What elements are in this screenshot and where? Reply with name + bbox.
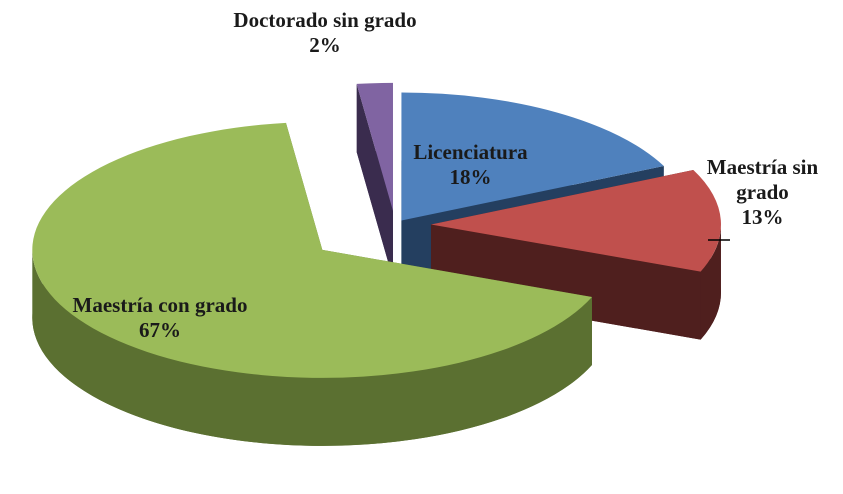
category-label: Maestría sin grado — [706, 155, 819, 204]
value-label: 13% — [741, 205, 784, 229]
slice-outer-wall — [700, 224, 721, 340]
slice-radial-wall — [356, 83, 393, 279]
slice-top — [356, 82, 393, 211]
category-label: Maestría con grado — [72, 293, 248, 317]
data-label: Doctorado sin grado 2% — [225, 8, 425, 58]
slice — [356, 82, 393, 279]
slice-outer-wall — [32, 249, 592, 446]
data-label: Maestría sin grado 13% — [680, 155, 843, 230]
slice-top — [430, 170, 721, 272]
data-label: Licenciatura 18% — [383, 140, 558, 190]
slice-radial-wall — [430, 224, 701, 340]
slice — [32, 122, 592, 446]
data-label: Maestría con grado 67% — [55, 293, 265, 343]
slice — [430, 170, 721, 340]
slice-top — [401, 92, 664, 221]
slice-top — [32, 122, 592, 378]
value-label: 18% — [449, 165, 492, 189]
category-label: Licenciatura — [413, 140, 528, 164]
value-label: 67% — [139, 318, 181, 342]
value-label: 2% — [309, 33, 341, 57]
category-label: Doctorado sin grado — [233, 8, 417, 32]
